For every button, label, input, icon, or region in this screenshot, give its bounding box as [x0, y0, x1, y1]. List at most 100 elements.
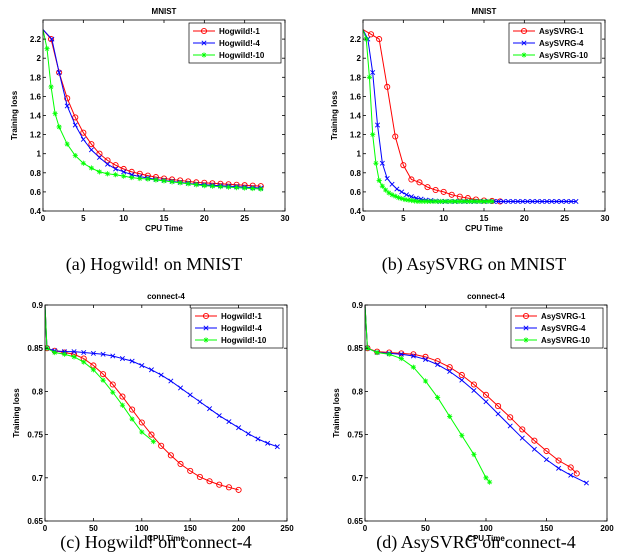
data-point-circle — [202, 312, 210, 320]
data-point-star — [444, 198, 450, 205]
x-tick-label: 200 — [232, 524, 246, 533]
chart-panel-4: connect-4 0 50 100 150 200 0.65 0.7 0.75 0.8 0.85 0… — [332, 292, 614, 553]
data-point-star — [483, 198, 489, 205]
y-axis-label: Training loss — [330, 90, 339, 140]
data-point-star — [64, 141, 70, 147]
data-point-circle — [507, 414, 514, 421]
data-point-circle — [109, 381, 116, 388]
data-point-circle — [200, 27, 208, 35]
x-axis-label: CPU Time — [147, 534, 185, 543]
data-point-circle — [206, 478, 213, 485]
data-point-circle — [96, 150, 103, 157]
y-tick-label: 1.8 — [30, 73, 42, 82]
y-tick-label: 0.85 — [347, 344, 363, 353]
legend-entry: Hogwild!-10 — [221, 336, 267, 345]
data-point-star — [382, 187, 389, 193]
data-point-cross — [255, 436, 261, 442]
data-point-circle — [72, 114, 79, 121]
y-tick-label: 0.9 — [32, 301, 44, 310]
legend-entry: AsySVRG-1 — [539, 27, 584, 36]
data-point-star — [96, 169, 103, 175]
data-point-star — [90, 367, 96, 373]
data-point-cross — [515, 198, 521, 204]
data-point-circle — [446, 364, 453, 371]
data-point-circle — [129, 406, 136, 413]
series-asysvrg-10 — [365, 305, 493, 485]
data-point-circle — [216, 481, 223, 488]
y-tick-label: 0.6 — [30, 188, 42, 197]
data-point-circle — [458, 371, 465, 379]
data-point-cross — [495, 411, 501, 417]
data-point-circle — [187, 467, 194, 474]
data-point-cross — [573, 198, 579, 204]
data-point-cross — [483, 399, 489, 405]
data-point-star — [447, 198, 453, 205]
data-point-star — [459, 432, 465, 439]
data-point-cross — [110, 353, 116, 359]
data-point-star — [483, 475, 489, 481]
data-point-cross — [568, 472, 574, 478]
data-point-circle — [148, 431, 155, 438]
y-tick-label: 2.2 — [350, 35, 362, 44]
data-point-cross — [197, 399, 203, 405]
data-point-star — [441, 198, 447, 205]
data-point-circle — [100, 371, 107, 378]
data-point-star — [398, 355, 404, 362]
data-point-circle — [440, 188, 447, 195]
y-tick-label: 2 — [357, 54, 362, 63]
data-point-star — [463, 198, 469, 205]
data-point-star — [476, 198, 482, 205]
data-point-cross — [207, 406, 213, 412]
data-point-cross — [558, 198, 564, 204]
x-tick-label: 5 — [401, 214, 406, 223]
data-point-star — [418, 198, 424, 205]
legend-entry: AsySVRG-4 — [539, 39, 584, 48]
data-point-cross — [507, 423, 513, 429]
data-point-star — [431, 198, 437, 205]
series-group — [363, 29, 579, 205]
data-point-circle — [138, 419, 145, 426]
x-tick-label: 100 — [135, 524, 149, 533]
data-point-circle — [424, 184, 431, 191]
data-point-star — [386, 351, 392, 357]
series-group — [45, 305, 280, 493]
data-point-cross — [520, 198, 526, 204]
data-point-cross — [113, 166, 119, 172]
data-point-circle — [408, 176, 415, 183]
data-point-star — [48, 84, 54, 90]
data-point-star — [422, 378, 429, 384]
data-point-star — [52, 349, 58, 356]
data-point-star — [100, 377, 106, 383]
series-asysvrg-4 — [365, 305, 589, 486]
data-point-star — [389, 192, 395, 198]
data-point-cross — [148, 367, 154, 373]
data-point-circle — [64, 95, 71, 102]
y-tick-label: 0.4 — [350, 207, 362, 216]
x-tick-label: 0 — [361, 214, 366, 223]
data-point-cross — [139, 362, 145, 368]
data-point-star — [373, 160, 379, 166]
x-tick-label: 10 — [119, 214, 128, 223]
series-group — [365, 305, 589, 486]
data-point-star — [412, 198, 418, 204]
series-line — [43, 29, 261, 189]
data-point-star — [460, 198, 466, 205]
x-tick-label: 15 — [160, 214, 169, 223]
legend: Hogwild!-1 Hogwild!-4 Hogwild!-10 — [190, 307, 284, 349]
x-tick-label: 5 — [81, 214, 86, 223]
legend-entry: AsySVRG-4 — [541, 324, 586, 333]
data-point-cross — [398, 351, 404, 357]
y-tick-label: 1 — [37, 150, 42, 159]
data-point-cross — [505, 198, 511, 204]
data-point-star — [150, 438, 157, 445]
series-asysvrg-1 — [363, 29, 504, 205]
data-point-cross — [521, 40, 527, 46]
x-tick-label: 200 — [600, 524, 614, 533]
x-tick-label: 150 — [540, 524, 554, 533]
data-point-star — [88, 165, 94, 171]
data-point-star — [447, 413, 453, 420]
legend: AsySVRG-1 AsySVRG-4 AsySVRG-10 — [508, 22, 602, 64]
y-tick-label: 1.6 — [30, 92, 42, 101]
data-point-circle — [400, 162, 407, 169]
